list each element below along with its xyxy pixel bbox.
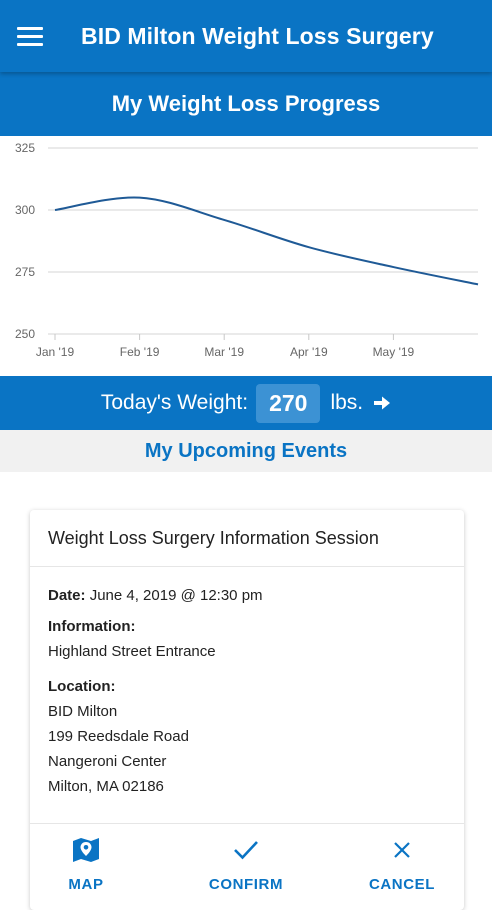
y-tick-label: 275 (15, 265, 35, 279)
upcoming-events-header: My Upcoming Events (0, 430, 492, 472)
progress-title: My Weight Loss Progress (112, 91, 381, 117)
date-value: June 4, 2019 @ 12:30 pm (90, 587, 263, 604)
x-tick-label: Apr '19 (290, 345, 328, 359)
todays-weight-value[interactable]: 270 (256, 384, 320, 423)
y-tick-label: 250 (15, 327, 35, 341)
weight-unit: lbs. (330, 391, 363, 415)
upcoming-events-title: My Upcoming Events (145, 440, 347, 463)
location-line: Nangeroni Center (48, 749, 446, 774)
progress-header: My Weight Loss Progress (0, 72, 492, 136)
x-tick-label: Mar '19 (204, 345, 244, 359)
event-details: Date: June 4, 2019 @ 12:30 pm Informatio… (30, 567, 464, 799)
x-tick-label: Jan '19 (36, 345, 75, 359)
x-tick-label: Feb '19 (120, 345, 160, 359)
y-tick-label: 325 (15, 141, 35, 155)
location-line: Milton, MA 02186 (48, 774, 446, 799)
x-tick-label: May '19 (373, 345, 415, 359)
todays-weight-bar: Today's Weight: 270 lbs. (0, 376, 492, 430)
todays-weight-label: Today's Weight: (101, 391, 248, 415)
map-icon (71, 828, 101, 872)
close-icon (392, 828, 412, 872)
map-button[interactable]: MAP (26, 824, 146, 904)
location-line: BID Milton (48, 699, 446, 724)
cancel-button[interactable]: CANCEL (342, 824, 462, 904)
app-title: BID Milton Weight Loss Surgery (81, 23, 434, 50)
location-label: Location: (48, 674, 446, 699)
information-label: Information: (48, 614, 446, 639)
event-title: Weight Loss Surgery Information Session (30, 510, 464, 567)
y-tick-label: 300 (15, 203, 35, 217)
confirm-label: CONFIRM (209, 876, 283, 893)
arrow-right-icon[interactable] (373, 395, 391, 411)
event-card: Weight Loss Surgery Information Session … (30, 510, 464, 910)
hamburger-menu-icon[interactable] (17, 19, 51, 53)
checkmark-icon (233, 828, 259, 872)
app-bar: BID Milton Weight Loss Surgery (0, 0, 492, 72)
map-label: MAP (68, 876, 103, 893)
information-value: Highland Street Entrance (48, 639, 446, 664)
event-actions: MAP CONFIRM CANCEL (30, 823, 464, 904)
location-line: 199 Reedsdale Road (48, 724, 446, 749)
cancel-label: CANCEL (369, 876, 435, 893)
date-label: Date: (48, 587, 86, 604)
confirm-button[interactable]: CONFIRM (186, 824, 306, 904)
